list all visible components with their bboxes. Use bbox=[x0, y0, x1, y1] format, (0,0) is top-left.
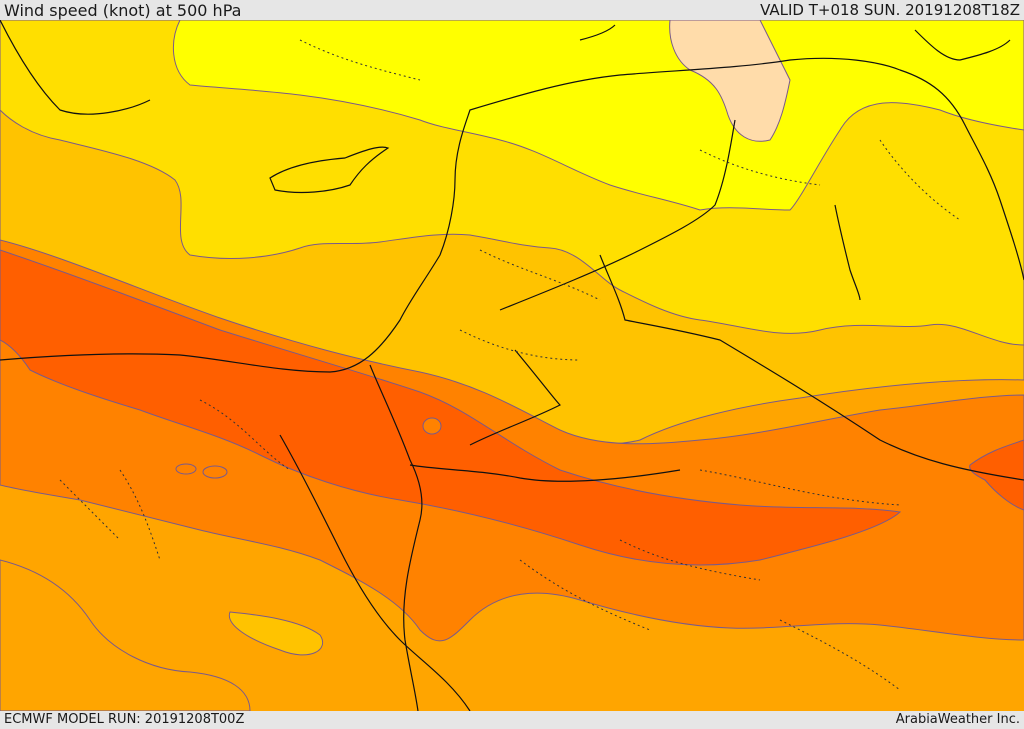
valid-time: VALID T+018 SUN. 20191208T18Z bbox=[760, 1, 1020, 19]
province-lines bbox=[59, 39, 961, 691]
map-header: Wind speed (knot) at 500 hPa VALID T+018… bbox=[0, 0, 1024, 20]
wind-speed-map bbox=[0, 20, 1024, 711]
blob-1 bbox=[202, 465, 228, 479]
band-yellow bbox=[172, 20, 1024, 211]
blob-2 bbox=[175, 463, 197, 475]
blob-4 bbox=[228, 611, 323, 656]
coastlines bbox=[0, 20, 1024, 711]
credit: ArabiaWeather Inc. bbox=[895, 712, 1020, 727]
band-light-dark-orange bbox=[0, 559, 251, 711]
map-footer: ECMWF MODEL RUN: 20191208T00Z ArabiaWeat… bbox=[0, 711, 1024, 729]
blob-3 bbox=[422, 417, 442, 435]
model-run: ECMWF MODEL RUN: 20191208T00Z bbox=[4, 712, 245, 727]
map-title: Wind speed (knot) at 500 hPa bbox=[4, 1, 242, 20]
band-red-orange bbox=[0, 249, 902, 566]
